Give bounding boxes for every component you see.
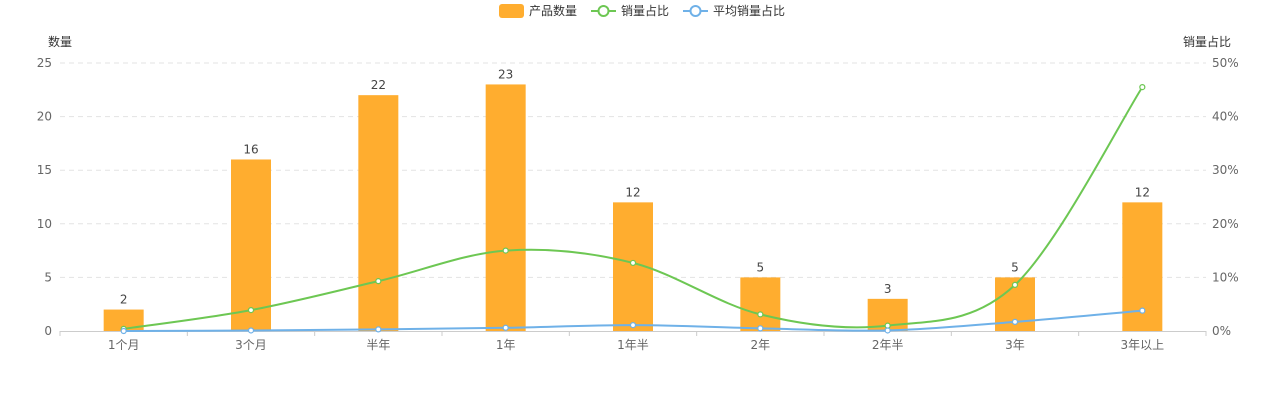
right-axis-name: 销量占比 [1183, 34, 1231, 49]
legend-label: 销量占比 [621, 3, 669, 18]
left-axis-tick-label: 25 [37, 56, 52, 70]
line-point[interactable] [757, 325, 764, 332]
line-point[interactable] [375, 326, 382, 333]
legend-item[interactable]: 产品数量 [499, 3, 577, 18]
x-axis-tick-label: 3个月 [235, 338, 267, 352]
bar-series: 2 16 22 23 12 5 3 5 12 [103, 67, 1163, 331]
right-axis-tick-label: 50% [1212, 56, 1239, 70]
x-axis-tick-label: 3年 [1005, 338, 1025, 352]
line-point[interactable] [247, 327, 255, 334]
bar-data-label: 12 [1135, 185, 1150, 199]
left-axis-name: 数量 [48, 34, 72, 49]
line-point[interactable] [502, 324, 509, 331]
line-point[interactable] [629, 322, 637, 329]
line-point[interactable] [629, 259, 637, 267]
legend[interactable]: 产品数量 销量占比 平均销量占比 [499, 3, 785, 18]
line-series [120, 84, 1146, 335]
legend-item[interactable]: 销量占比 [591, 3, 669, 18]
right-axis-tick-label: 20% [1212, 217, 1239, 231]
x-axis-tick-label: 1年半 [617, 338, 649, 352]
x-axis-tick-label: 2年 [751, 338, 771, 352]
bar[interactable] [231, 159, 271, 331]
line-point[interactable] [884, 327, 891, 334]
bar[interactable] [740, 277, 781, 331]
line-point[interactable] [757, 311, 764, 318]
line-point[interactable] [502, 247, 509, 254]
left-axis-tick-label: 10 [37, 217, 52, 231]
left-axis-tick-label: 5 [44, 270, 52, 284]
x-axis-tick-label: 半年 [366, 338, 390, 352]
line-point[interactable] [375, 278, 382, 285]
right-axis-tick-label: 10% [1212, 270, 1239, 284]
line-point[interactable] [1011, 281, 1019, 289]
x-axis-tick-label: 1个月 [108, 338, 140, 352]
legend-label: 产品数量 [529, 3, 577, 18]
line-point[interactable] [247, 306, 255, 314]
bar-data-label: 16 [243, 142, 258, 156]
legend-bar-swatch [499, 4, 524, 18]
bar[interactable] [358, 95, 399, 331]
legend-label: 平均销量占比 [713, 3, 785, 18]
bar-data-label: 2 [120, 293, 128, 307]
bar[interactable] [485, 84, 526, 331]
bar-data-label: 22 [371, 78, 386, 92]
right-axis-tick-label: 0% [1212, 324, 1231, 338]
x-axis-tick-label: 1年 [496, 338, 516, 352]
line-point[interactable] [1139, 307, 1146, 314]
right-axis-tick-label: 30% [1212, 163, 1239, 177]
axes: 数量 销量占比 0 0%5 10%10 20%15 30%20 40%25 50%1个月 3个… [37, 34, 1239, 352]
left-axis-tick-label: 15 [37, 163, 52, 177]
legend-marker [689, 5, 702, 17]
line-point[interactable] [1011, 318, 1019, 325]
line-point[interactable] [1139, 84, 1146, 91]
x-axis-tick-label: 3年以上 [1121, 338, 1165, 352]
bar-data-label: 5 [757, 260, 765, 274]
x-axis-tick-label: 2年半 [872, 338, 904, 352]
bar-data-label: 23 [498, 67, 513, 81]
bar[interactable] [103, 309, 144, 331]
left-axis-tick-label: 0 [44, 324, 52, 338]
legend-marker [597, 5, 610, 17]
bar-data-label: 3 [884, 282, 892, 296]
bar-data-label: 12 [625, 185, 640, 199]
bar-data-label: 5 [1011, 260, 1019, 274]
right-axis-tick-label: 40% [1212, 110, 1239, 124]
series-line [123, 86, 1144, 330]
legend-item[interactable]: 平均销量占比 [683, 3, 785, 18]
left-axis-tick-label: 20 [37, 110, 52, 124]
line-point[interactable] [120, 327, 127, 335]
